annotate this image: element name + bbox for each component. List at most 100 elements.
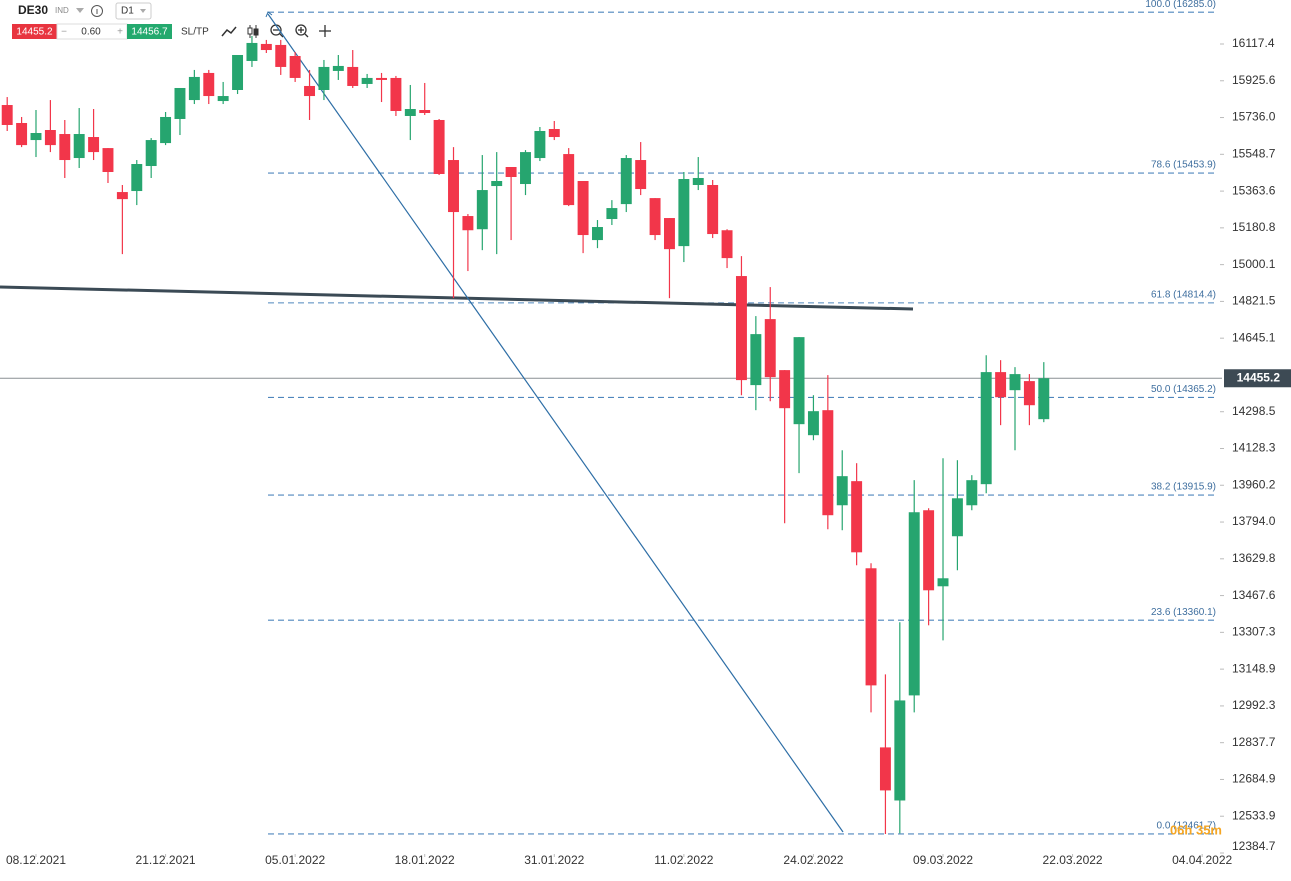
sl-tp[interactable]: SL/TP: [181, 27, 209, 38]
info-icon[interactable]: [91, 5, 103, 17]
timeframe-box[interactable]: [115, 2, 152, 20]
candle-body: [476, 190, 488, 230]
y-tick-label: 15736.0: [1232, 110, 1276, 124]
y-tick-label: 14298.5: [1232, 404, 1276, 418]
timeframe-dropdown: [140, 9, 146, 13]
fib-level-label: 0.0 (12461.7): [1157, 821, 1217, 832]
y-tick-label: 12384.7: [1232, 839, 1276, 853]
candle-body: [1038, 378, 1050, 420]
candle-body: [548, 129, 560, 138]
candle-body: [750, 334, 762, 386]
x-tick-label: 31.01.2022: [524, 853, 584, 867]
symbol-dropdown[interactable]: [76, 8, 84, 13]
y-tick-label: 12533.9: [1232, 808, 1276, 822]
buy-button[interactable]: [127, 24, 172, 39]
candle-body: [217, 96, 229, 102]
candle-body: [188, 76, 200, 101]
sell-button[interactable]: [12, 24, 57, 39]
candle-body: [59, 134, 71, 161]
candle-body: [232, 54, 244, 90]
candles: [1, 35, 1050, 834]
candle-body: [707, 185, 719, 235]
line-chart-icon[interactable]: [221, 26, 237, 37]
candle-body: [102, 148, 114, 173]
minus[interactable]: −: [61, 27, 67, 38]
candle-body: [606, 208, 618, 220]
candle-body: [347, 66, 359, 86]
candle-body: [865, 568, 877, 686]
candle-body: [1023, 381, 1035, 406]
candle-body: [505, 167, 517, 177]
y-tick-label: 15363.6: [1232, 183, 1276, 197]
candle-body: [520, 152, 531, 185]
candle-body: [361, 77, 373, 84]
y-tick-label: 12837.7: [1232, 735, 1276, 749]
candle-body: [448, 160, 459, 213]
candle-body: [433, 119, 445, 174]
last-price-tag: [1224, 369, 1291, 388]
y-tick-label: 13148.9: [1232, 661, 1276, 675]
candle-body: [807, 411, 819, 436]
candle-body: [304, 85, 316, 97]
candle-body: [390, 77, 402, 111]
candle-body: [160, 116, 172, 144]
fib-level-label: 23.6 (13360.1): [1151, 607, 1216, 618]
candle-body: [1, 105, 13, 125]
candle-body: [879, 747, 891, 791]
candle-body: [649, 198, 661, 236]
zoom-in-icon[interactable]: [295, 24, 309, 38]
x-tick-label: 22.03.2022: [1043, 853, 1103, 867]
candle-body: [462, 216, 474, 231]
candle-body: [995, 372, 1007, 398]
candle-icon[interactable]: [247, 25, 259, 38]
candle-body: [836, 476, 848, 506]
candle-body: [145, 140, 157, 167]
candle-body: [131, 164, 143, 192]
y-tick-label: 13960.2: [1232, 477, 1276, 491]
candle-body: [779, 370, 791, 409]
candle-body: [620, 158, 632, 205]
y-tick-label: 14821.5: [1232, 294, 1276, 308]
candle-body: [116, 192, 128, 200]
plus[interactable]: +: [117, 27, 123, 38]
candle-body: [44, 130, 56, 146]
candle-body: [793, 337, 805, 425]
candle-body: [332, 65, 344, 71]
candle-body: [635, 160, 647, 190]
candle-body: [275, 44, 287, 67]
y-tick-label: 13467.6: [1232, 588, 1276, 602]
candle-body: [735, 276, 747, 381]
ask: 14456.7: [131, 27, 168, 38]
candle-body: [563, 154, 575, 206]
candle-body: [203, 72, 215, 97]
market: IND: [55, 6, 69, 15]
y-tick-label: 12992.3: [1232, 698, 1276, 712]
bar-timer: 06h 35m: [1170, 822, 1222, 837]
candle-body: [1009, 374, 1021, 391]
candle-body: [663, 218, 675, 250]
y-tick-label: 14128.3: [1232, 441, 1276, 455]
fib-level-label: 50.0 (14365.2): [1151, 384, 1216, 395]
pan-icon[interactable]: [319, 25, 331, 37]
candle-body: [822, 410, 834, 516]
x-tick-label: 18.01.2022: [395, 853, 455, 867]
trend-line[interactable]: [0, 285, 914, 311]
candle-body: [894, 700, 906, 801]
candle-body: [980, 372, 992, 485]
axes: 16117.4 15925.6 15736.0 15548.7 15363.6 15180…: [6, 36, 1291, 867]
fibonacci-handle[interactable]: [265, 11, 273, 18]
symbol[interactable]: DE30: [18, 3, 48, 17]
y-tick-label: 16117.4: [1232, 36, 1275, 50]
x-tick-label: 09.03.2022: [913, 853, 973, 867]
candle-body: [404, 109, 416, 116]
candle-body: [73, 134, 85, 159]
x-tick-label: 04.04.2022: [1172, 853, 1232, 867]
x-tick-label: 11.02.2022: [654, 853, 713, 867]
fibonacci-base-line[interactable]: [267, 13, 844, 833]
candle-body: [318, 66, 330, 90]
fib-level-label: 100.0 (16285.0): [1145, 0, 1216, 10]
drawings: [0, 11, 914, 833]
candle-body: [246, 42, 258, 61]
timeframe: D1: [121, 6, 134, 17]
